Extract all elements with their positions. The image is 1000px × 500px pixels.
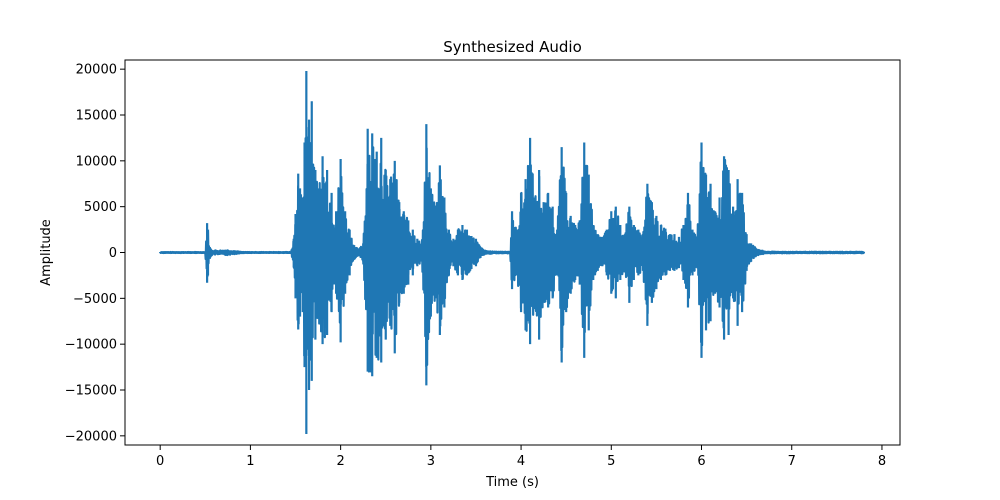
waveform-layer <box>159 71 866 434</box>
y-tick-label: 5000 <box>84 200 117 215</box>
y-tick-label: 15000 <box>76 109 117 124</box>
x-axis: 0 1 2 3 4 5 6 7 8 <box>156 445 886 469</box>
x-tick-label: 3 <box>427 454 435 469</box>
x-tick-label: 1 <box>246 454 254 469</box>
y-tick-label: 0 <box>109 246 117 261</box>
chart-title: Synthesized Audio <box>443 38 582 56</box>
x-tick-label: 7 <box>788 454 796 469</box>
y-tick-label: −15000 <box>65 384 117 399</box>
y-tick-label: −5000 <box>73 292 117 307</box>
x-tick-label: 4 <box>517 454 525 469</box>
x-tick-label: 2 <box>336 454 344 469</box>
x-tick-label: 6 <box>697 454 705 469</box>
x-tick-label: 5 <box>607 454 615 469</box>
x-tick-label: 0 <box>156 454 164 469</box>
waveform-line <box>159 71 866 434</box>
y-tick-label: 10000 <box>76 154 117 169</box>
x-tick-label: 8 <box>878 454 886 469</box>
y-tick-label: −20000 <box>65 429 117 444</box>
y-axis: 20000 15000 10000 5000 0 −5000 −10000 −15000 −20… <box>65 63 125 444</box>
y-axis-label: Amplitude <box>39 219 54 286</box>
y-tick-label: 20000 <box>76 63 117 78</box>
y-tick-label: −10000 <box>65 338 117 353</box>
x-axis-label: Time (s) <box>485 475 539 490</box>
